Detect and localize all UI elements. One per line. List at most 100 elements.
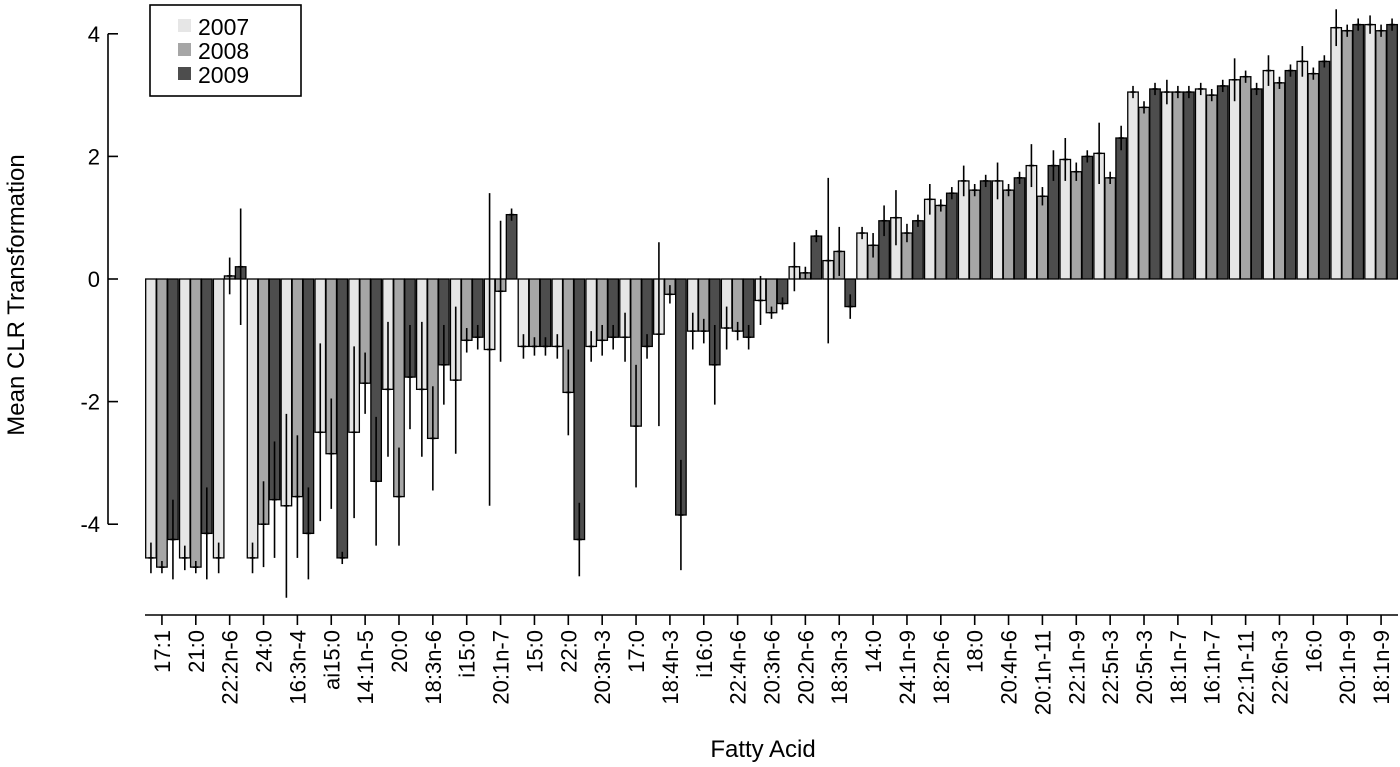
bar-2007-32 (1228, 79, 1241, 280)
bar-2007-3 (246, 278, 259, 559)
bar-2009-32 (1250, 88, 1263, 280)
bar-2009-12 (573, 278, 586, 541)
x-tick-label: 21:0 (184, 630, 209, 673)
bar-2007-0 (145, 278, 157, 559)
x-tick-label: 17:1 (150, 630, 175, 673)
bar-2009-26 (1047, 164, 1060, 280)
x-tick-label: 24:1n-9 (895, 630, 920, 705)
bar-2008-26 (1036, 195, 1049, 280)
bar-2008-1 (189, 278, 202, 568)
x-tick-label: 18:0 (963, 630, 988, 673)
bar-2009-27 (1081, 155, 1094, 280)
bar-2007-1 (178, 278, 191, 559)
bar-2008-31 (1205, 94, 1218, 280)
bar-2009-35 (1352, 23, 1365, 280)
x-tick-label: 18:3n-3 (827, 630, 852, 705)
x-tick-label: 15:0 (522, 630, 547, 673)
legend-label-2007: 2007 (198, 14, 249, 40)
legend-swatch-2009 (178, 67, 191, 80)
x-tick-label: 24:0 (252, 630, 277, 673)
bar-2008-23 (934, 204, 947, 280)
bar-2007-33 (1262, 69, 1275, 280)
y-tick-label: -4 (80, 512, 100, 537)
legend-label-2009: 2009 (198, 62, 249, 88)
bar-2008-34 (1307, 73, 1320, 280)
x-tick-label: 20:2n-6 (793, 630, 818, 705)
bar-2007-29 (1127, 91, 1139, 280)
bar-2008-35 (1341, 30, 1354, 280)
legend-box (149, 4, 302, 97)
bar-2009-11 (539, 278, 552, 348)
y-tick-label: -2 (80, 390, 100, 415)
legend-swatch-2007 (178, 19, 191, 32)
bar-2009-10 (505, 213, 518, 280)
bar-2007-31 (1194, 88, 1207, 280)
axes-group: 17:1 21:0 22:2n-6 24:0 16:3n-4 ai15:0 14:1n-5 2… (80, 22, 1398, 715)
error-bars-group (148, 9, 1395, 598)
bar-2007-30 (1160, 91, 1173, 280)
x-tick-label: 20:5n-3 (1132, 630, 1157, 705)
x-tick-label: 18:3n-6 (421, 630, 446, 705)
bar-2009-25 (1013, 177, 1026, 280)
bar-2009-36 (1386, 23, 1398, 280)
bar-2007-34 (1296, 60, 1309, 280)
x-tick-label: 20:1n-11 (1030, 630, 1055, 715)
bar-2008-11 (528, 278, 541, 348)
x-tick-label: 18:1n-7 (1166, 630, 1191, 705)
y-tick-label: 2 (88, 144, 100, 169)
bar-2009-28 (1115, 137, 1128, 280)
x-tick-label: 22:5n-3 (1098, 630, 1123, 705)
bar-2009-23 (945, 192, 958, 280)
x-tick-label: 22:4n-6 (726, 630, 751, 705)
x-tick-label: 22:0 (556, 630, 581, 673)
bar-2008-0 (156, 278, 168, 568)
x-tick-label: 16:0 (1301, 630, 1326, 673)
x-tick-label: 20:3n-6 (760, 630, 785, 705)
x-tick-label: 18:2n-6 (929, 630, 954, 705)
x-tick-label: 20:4n-6 (997, 630, 1022, 705)
x-tick-label: 14:1n-5 (353, 630, 378, 705)
bar-2008-29 (1138, 106, 1150, 280)
x-tick-label: 14:0 (861, 630, 886, 673)
x-tick-label: 17:0 (624, 630, 649, 673)
bar-2007-21 (856, 232, 868, 280)
bar-2008-28 (1104, 177, 1117, 280)
bar-2008-25 (1002, 189, 1015, 280)
x-tick-label: 22:6n-3 (1267, 630, 1292, 705)
x-tick-label: 18:1n-9 (1369, 630, 1394, 705)
x-tick-label: 16:3n-4 (285, 630, 310, 705)
bar-2009-24 (979, 180, 992, 280)
bar-2009-31 (1216, 85, 1229, 280)
bar-2009-33 (1284, 69, 1297, 280)
x-tick-label: 20:1n-7 (489, 630, 514, 705)
legend: 2007 2008 2009 (149, 4, 302, 97)
x-tick-label: i15:0 (455, 630, 480, 678)
x-tick-label: ai15:0 (319, 630, 344, 690)
x-tick-label: 20:0 (387, 630, 412, 673)
legend-label-2008: 2008 (198, 38, 249, 64)
bar-2009-22 (912, 220, 924, 280)
x-tick-label: i16:0 (692, 630, 717, 678)
bar-2008-30 (1171, 91, 1184, 280)
x-tick-label: 22:2n-6 (218, 630, 243, 705)
bars-group (145, 23, 1398, 568)
bar-2009-5 (336, 278, 349, 559)
bar-2008-33 (1273, 82, 1286, 280)
bar-2009-30 (1182, 91, 1195, 280)
legend-swatch-2008 (178, 43, 191, 56)
x-tick-label: 22:1n-11 (1234, 630, 1259, 715)
bar-2009-29 (1149, 88, 1161, 280)
bar-2009-34 (1318, 60, 1331, 280)
bar-2008-27 (1070, 171, 1083, 280)
x-tick-label: 20:1n-9 (1335, 630, 1360, 705)
bar-2008-24 (968, 189, 981, 280)
x-axis-title: Fatty Acid (710, 736, 815, 763)
x-tick-label: 18:4n-3 (658, 630, 683, 705)
x-tick-label: 16:1n-7 (1200, 630, 1225, 705)
bar-2007-35 (1330, 27, 1343, 280)
y-tick-label: 0 (88, 267, 100, 292)
bar-2008-32 (1239, 76, 1252, 280)
bar-2009-19 (810, 235, 823, 280)
bar-2007-2 (212, 278, 225, 559)
